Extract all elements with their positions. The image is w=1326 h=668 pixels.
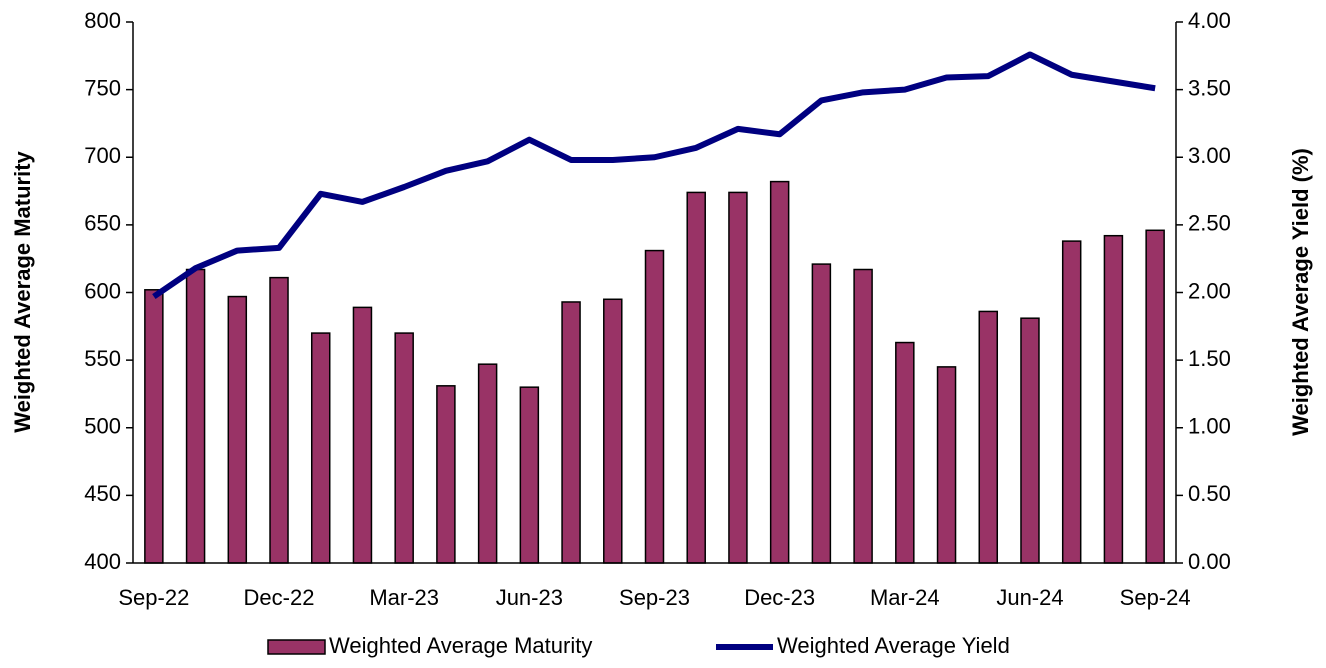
bar	[394, 332, 414, 564]
bar	[1061, 240, 1082, 564]
x-tick-label: Mar-23	[369, 585, 439, 610]
bar	[686, 191, 706, 564]
x-tick-label: Jun-23	[496, 585, 563, 610]
y2-tick-label: 3.50	[1188, 75, 1231, 100]
y2-tick-label: 0.00	[1188, 549, 1231, 574]
y-tick-label: 750	[84, 75, 121, 100]
y-axis-title: Weighted Average Maturity	[10, 150, 35, 432]
bar	[603, 298, 623, 564]
x-tick-label: Dec-22	[244, 585, 315, 610]
bar	[728, 191, 748, 564]
x-tick-label: Sep-24	[1120, 585, 1191, 610]
y-tick-label: 600	[84, 278, 121, 303]
y2-tick-label: 2.50	[1188, 211, 1231, 236]
bar	[144, 289, 164, 564]
x-tick-label: Mar-24	[870, 585, 940, 610]
y2-axis-title: Weighted Average Yield (%)	[1288, 148, 1313, 436]
legend-swatch	[267, 639, 326, 655]
y2-tick-label: 0.50	[1188, 481, 1231, 506]
y2-tick-label: 3.00	[1188, 143, 1231, 168]
bar	[269, 276, 289, 564]
bar	[895, 341, 915, 564]
x-tick-label: Dec-23	[744, 585, 815, 610]
bar	[436, 385, 456, 564]
legend-label: Weighted Average Maturity	[329, 633, 592, 658]
bar	[352, 306, 373, 564]
bar	[477, 363, 498, 564]
y-tick-label: 800	[84, 8, 121, 33]
y-tick-label: 700	[84, 143, 121, 168]
bar	[769, 180, 790, 564]
bar	[561, 301, 581, 564]
bar	[227, 295, 248, 564]
y-tick-label: 400	[84, 549, 121, 574]
y-tick-label: 650	[84, 211, 121, 236]
legend-label: Weighted Average Yield	[777, 633, 1010, 658]
bar	[1103, 234, 1124, 564]
y-tick-label: 500	[84, 414, 121, 439]
bar	[936, 366, 957, 564]
bar	[853, 268, 873, 564]
y2-tick-label: 1.00	[1188, 414, 1231, 439]
y2-tick-label: 1.50	[1188, 346, 1231, 371]
bar	[519, 386, 540, 564]
bar	[1020, 317, 1040, 564]
bar	[185, 268, 206, 564]
bar	[978, 310, 999, 564]
y2-tick-label: 2.00	[1188, 278, 1231, 303]
line	[152, 51, 1156, 300]
bar	[811, 263, 832, 564]
x-tick-label: Jun-24	[996, 585, 1063, 610]
bar	[1145, 229, 1165, 564]
y2-tick-label: 4.00	[1188, 8, 1231, 33]
y-tick-label: 550	[84, 346, 121, 371]
y-tick-label: 450	[84, 481, 121, 506]
bar	[644, 249, 665, 564]
bar	[310, 332, 331, 564]
x-tick-label: Sep-23	[619, 585, 690, 610]
x-tick-label: Sep-22	[118, 585, 189, 610]
